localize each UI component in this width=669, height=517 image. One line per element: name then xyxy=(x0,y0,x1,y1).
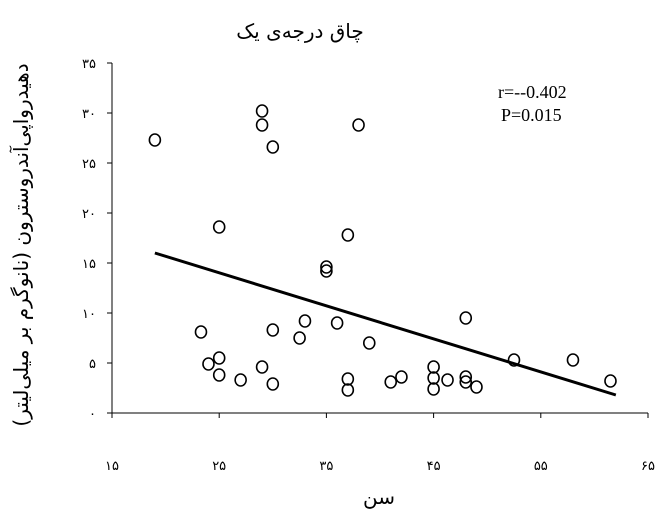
data-point xyxy=(194,325,208,339)
data-point xyxy=(212,220,226,234)
data-point xyxy=(266,323,280,337)
data-point xyxy=(148,133,162,147)
data-point xyxy=(459,370,473,384)
data-point xyxy=(341,228,355,242)
data-point xyxy=(362,336,376,350)
trendline xyxy=(154,251,617,397)
data-point xyxy=(255,104,269,118)
p-annotation: P=0.015 xyxy=(501,105,562,125)
data-point xyxy=(330,316,344,330)
data-point xyxy=(441,373,454,387)
data-point xyxy=(266,377,280,391)
axes xyxy=(111,63,648,414)
data-point xyxy=(352,118,365,132)
y-tick-label: ۳۵ xyxy=(82,57,96,72)
data-point xyxy=(470,380,483,394)
data-point xyxy=(320,260,333,274)
data-point xyxy=(395,370,408,384)
data-point xyxy=(202,357,215,371)
y-tick-label: ۲۵ xyxy=(82,157,96,172)
r-annotation: r=--0.402 xyxy=(498,82,567,102)
y-tick-label: ۰ xyxy=(89,407,96,422)
data-point xyxy=(320,264,333,278)
data-point xyxy=(341,372,355,386)
data-point xyxy=(427,382,440,396)
x-tick-label: ۵۵ xyxy=(534,459,548,474)
data-point xyxy=(255,360,269,374)
y-tick-label: ۵ xyxy=(89,357,96,372)
data-point xyxy=(293,331,306,345)
y-tick-label: ۱۰ xyxy=(82,307,96,322)
x-tick-label: ۲۵ xyxy=(212,459,226,474)
data-point xyxy=(427,371,440,385)
x-tick-label: ۴۵ xyxy=(427,459,441,474)
data-point xyxy=(298,314,312,328)
data-point xyxy=(384,375,398,389)
x-tick-label: ۱۵ xyxy=(105,459,119,474)
y-tick-label: ۱۵ xyxy=(82,257,96,272)
data-point xyxy=(266,140,280,154)
x-axis-label: سن xyxy=(363,485,395,509)
data-point xyxy=(507,353,521,367)
x-tick-label: ۶۵ xyxy=(641,459,655,474)
chart-title: چاق درجه‌ی یک xyxy=(236,19,363,43)
y-tick-label: ۲۰ xyxy=(82,207,96,222)
data-point xyxy=(341,383,355,397)
data-point xyxy=(604,374,617,388)
data-point xyxy=(459,375,473,389)
data-point xyxy=(255,118,269,132)
data-point xyxy=(566,353,580,367)
y-axis-label: دهیدرواپی‌آندروسترون (نانوگرم بر میلی‌لی… xyxy=(8,63,34,426)
data-point xyxy=(234,373,247,387)
data-point xyxy=(212,351,226,365)
x-tick-label: ۳۵ xyxy=(319,459,333,474)
data-point xyxy=(212,368,226,382)
data-point xyxy=(427,360,440,374)
ticks: ۰ ۵ ۱۰ ۱۵ ۲۰ ۲۵ ۳۰ ۳۵ ۱۵ ۲۵ ۳۵ ۴۵ ۵۵ ۶۵ xyxy=(82,57,655,474)
data-point xyxy=(459,311,473,325)
y-tick-label: ۳۰ xyxy=(82,107,96,122)
data-points xyxy=(148,104,617,397)
trendline-group xyxy=(154,251,617,397)
